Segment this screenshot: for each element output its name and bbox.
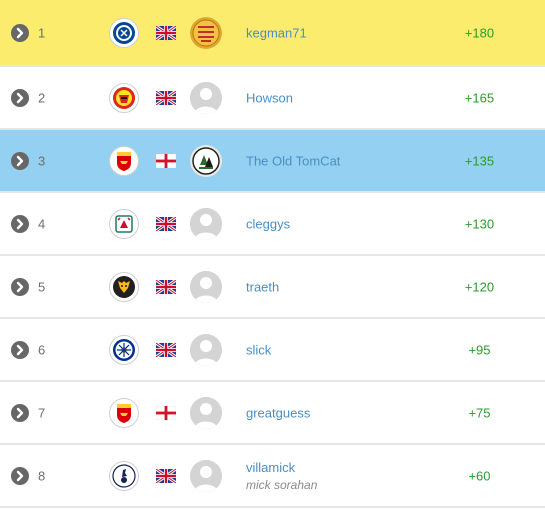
table-row: 2 Howson +165 (0, 67, 545, 130)
custom-badge-avatar-icon (190, 16, 222, 49)
default-avatar-icon (190, 81, 222, 114)
default-avatar-icon (190, 333, 222, 366)
points-value: +75 (468, 405, 491, 420)
liverpool-crest-icon (109, 208, 139, 239)
points-value: +60 (468, 468, 491, 483)
player-name-link[interactable]: slick (246, 342, 272, 357)
player-name-link[interactable]: kegman71 (246, 25, 307, 40)
player-name-link[interactable]: traeth (246, 279, 280, 294)
points-value: +135 (464, 153, 495, 168)
table-row: 3 The Old TomCat +135 (0, 130, 545, 193)
player-real-name: mick sorahan (246, 477, 318, 492)
points-value: +120 (464, 279, 495, 294)
expand-chevron-icon[interactable] (11, 466, 29, 485)
manchester-united-crest-icon (109, 82, 139, 113)
rank-number: 3 (38, 153, 46, 168)
england-flag-icon (156, 405, 176, 420)
expand-chevron-icon[interactable] (11, 277, 29, 296)
arsenal-crest-icon (109, 397, 139, 428)
rank-number: 8 (38, 468, 46, 483)
leaderboard: 1 kegman71 +180 2 Howson +165 3 The Old TomCat +… (0, 0, 545, 508)
expand-chevron-icon[interactable] (11, 23, 29, 42)
player-name-link[interactable]: The Old TomCat (246, 153, 341, 168)
default-avatar-icon (190, 207, 222, 240)
expand-chevron-icon[interactable] (11, 151, 29, 170)
default-avatar-icon (190, 459, 222, 492)
points-value: +130 (464, 216, 495, 231)
default-avatar-icon (190, 270, 222, 303)
table-row: 8 villamick mick sorahan +60 (0, 445, 545, 508)
rank-number: 1 (38, 25, 46, 40)
rank-number: 2 (38, 90, 46, 105)
player-name-link[interactable]: villamick (246, 459, 296, 475)
table-row: 5 traeth +120 (0, 256, 545, 319)
uk-flag-icon (156, 90, 176, 105)
default-avatar-icon (190, 396, 222, 429)
uk-flag-icon (156, 279, 176, 294)
rank-number: 5 (38, 279, 46, 294)
uk-flag-icon (156, 216, 176, 231)
tottenham-crest-icon (109, 460, 139, 491)
rank-number: 4 (38, 216, 46, 231)
points-value: +165 (464, 90, 495, 105)
uk-flag-icon (156, 468, 176, 483)
table-row: 1 kegman71 +180 (0, 0, 545, 67)
points-value: +95 (468, 342, 491, 357)
expand-chevron-icon[interactable] (11, 403, 29, 422)
points-value: +180 (464, 25, 495, 40)
wolves-crest-icon (109, 271, 139, 302)
uk-flag-icon (156, 342, 176, 357)
rank-number: 6 (38, 342, 46, 357)
player-name-link[interactable]: cleggys (246, 216, 291, 231)
player-name-link[interactable]: Howson (246, 90, 293, 105)
table-row: 4 cleggys +130 (0, 193, 545, 256)
table-row: 7 greatguess +75 (0, 382, 545, 445)
expand-chevron-icon[interactable] (11, 214, 29, 233)
rank-number: 7 (38, 405, 46, 420)
player-name-group: villamick mick sorahan (246, 460, 317, 492)
expand-chevron-icon[interactable] (11, 88, 29, 107)
table-row: 6 slick +95 (0, 319, 545, 382)
player-name-link[interactable]: greatguess (246, 405, 311, 420)
chelsea-crest-icon (109, 17, 139, 48)
leicester-crest-icon (109, 334, 139, 365)
england-flag-icon (156, 153, 176, 168)
uk-flag-icon (156, 25, 176, 40)
forest-green-badge-avatar-icon (190, 144, 222, 177)
arsenal-crest-icon (109, 145, 139, 176)
expand-chevron-icon[interactable] (11, 340, 29, 359)
